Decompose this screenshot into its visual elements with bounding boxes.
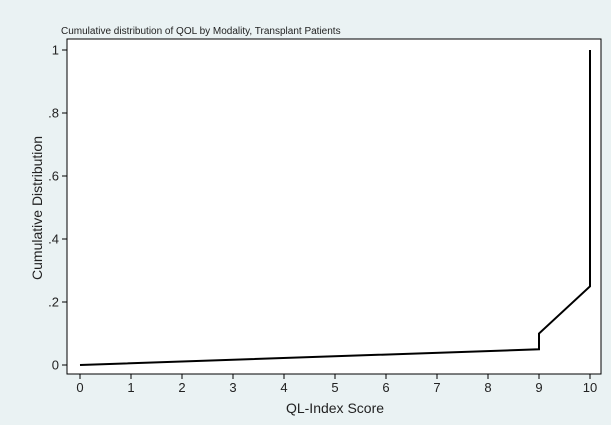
chart-title: Cumulative distribution of QOL by Modali… xyxy=(61,26,341,37)
x-tick-label: 7 xyxy=(433,380,440,395)
y-tick-label: .4 xyxy=(48,232,59,247)
y-axis-label: Cumulative Distribution xyxy=(29,136,45,280)
x-tick-label: 5 xyxy=(331,380,338,395)
x-tick-label: 10 xyxy=(583,380,597,395)
y-axis: 0 .2 .4 .6 .8 1 xyxy=(48,43,67,373)
x-axis-label: QL-Index Score xyxy=(286,400,384,416)
y-tick-label: .8 xyxy=(48,106,59,121)
y-tick-label: .6 xyxy=(48,169,59,184)
series-layer xyxy=(79,50,591,366)
x-tick-label: 3 xyxy=(229,380,236,395)
x-tick-label: 4 xyxy=(280,380,287,395)
cdf-line xyxy=(79,50,591,366)
y-tick-label: .2 xyxy=(48,295,59,310)
y-tick-label: 1 xyxy=(52,43,59,58)
x-tick-label: 1 xyxy=(127,380,134,395)
x-tick-label: 9 xyxy=(535,380,542,395)
x-tick-label: 2 xyxy=(178,380,185,395)
x-tick-label: 0 xyxy=(76,380,83,395)
x-axis: 0 1 2 3 4 5 6 7 8 9 10 xyxy=(76,374,597,395)
y-tick-label: 0 xyxy=(52,358,59,373)
x-tick-label: 8 xyxy=(484,380,491,395)
x-tick-label: 6 xyxy=(382,380,389,395)
plot-area xyxy=(66,38,602,375)
